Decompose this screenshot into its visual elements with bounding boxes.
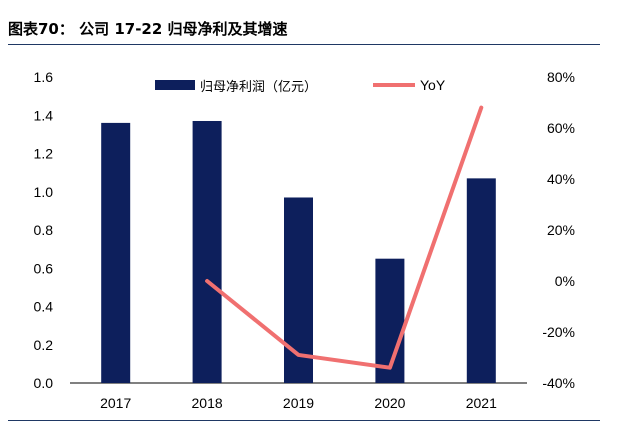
figure-title: 图表70： 公司 17-22 归母净利及其增速	[8, 20, 288, 38]
y-left-tick-label: 1.2	[34, 146, 54, 162]
bar-2019	[284, 197, 313, 383]
y-right-tick-label: 20%	[547, 222, 575, 238]
y-left-tick-label: 1.4	[34, 107, 54, 123]
x-tick-label: 2019	[283, 395, 314, 411]
y-left-tick-label: 0.4	[34, 299, 54, 315]
bottom-rule	[8, 420, 600, 421]
y-left-tick-label: 0.0	[34, 375, 54, 391]
bar-2018	[192, 120, 222, 384]
x-tick-label: 2018	[192, 395, 223, 411]
y-right-tick-label: 0%	[555, 273, 575, 289]
title-rule	[8, 44, 600, 45]
bar-2017	[101, 122, 131, 384]
legend-swatch-bar	[155, 80, 195, 90]
y-left-tick-label: 0.6	[34, 260, 54, 276]
x-tick-label: 2017	[100, 395, 131, 411]
y-left-tick-label: 1.0	[34, 184, 54, 200]
yoy-line	[205, 105, 484, 370]
y-left-tick-label: 1.6	[34, 69, 54, 85]
y-right-tick-label: -40%	[542, 375, 575, 391]
bar-2021	[466, 178, 496, 383]
y-left-tick-label: 0.2	[34, 337, 54, 353]
legend-label-bar: 归母净利润（亿元）	[200, 80, 317, 95]
legend: 归母净利润（亿元） YoY	[155, 77, 446, 95]
legend-label-line: YoY	[420, 77, 446, 93]
x-tick-label: 2020	[374, 395, 405, 411]
y-right-tick-label: 40%	[547, 171, 575, 187]
y-right-tick-label: 80%	[547, 69, 575, 85]
y-right-tick-label: -20%	[542, 324, 575, 340]
y-left-tick-label: 0.8	[34, 222, 54, 238]
y-right-tick-label: 60%	[547, 120, 575, 136]
x-tick-label: 2021	[466, 395, 497, 411]
